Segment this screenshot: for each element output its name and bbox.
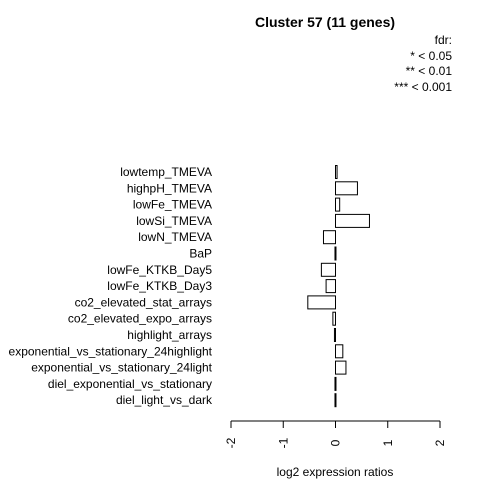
bar (325, 279, 337, 294)
chart-title: Cluster 57 (11 genes) (254, 14, 396, 30)
bar (334, 246, 337, 261)
bar (335, 344, 344, 359)
legend-title: fdr: (434, 33, 452, 47)
x-tick-label: 1 (381, 439, 395, 446)
bar (334, 393, 337, 408)
legend: fdr: * < 0.05 ** < 0.01 *** < 0.001 (394, 33, 452, 95)
x-tick-label: -1 (276, 437, 290, 448)
category-label: exponential_vs_stationary_24light (31, 361, 212, 375)
category-label: diel_light_vs_dark (116, 393, 213, 407)
category-label: lowSi_TMEVA (136, 214, 212, 228)
category-label: lowN_TMEVA (138, 230, 212, 244)
bar (334, 376, 337, 391)
x-tick-label: 0 (329, 439, 343, 446)
category-label: highlight_arrays (127, 328, 212, 342)
category-label: BaP (189, 247, 212, 261)
category-label: co2_elevated_expo_arrays (68, 312, 212, 326)
x-tick-label: 2 (433, 439, 447, 446)
bar (335, 165, 338, 179)
x-tick-label: -2 (224, 437, 238, 448)
bar (320, 262, 336, 277)
category-label: lowFe_KTKB_Day3 (107, 279, 212, 293)
legend-item-fdr-001: ** < 0.01 (405, 64, 452, 78)
bar (335, 213, 370, 228)
bar (335, 360, 347, 375)
bar (322, 230, 337, 245)
x-axis-label: log2 expression ratios (276, 465, 394, 479)
category-label: exponential_vs_stationary_24highlight (9, 344, 213, 358)
bar (332, 311, 337, 326)
category-label: diel_exponential_vs_stationary (48, 377, 212, 391)
bar (333, 328, 336, 342)
legend-item-fdr-005: * < 0.05 (410, 48, 452, 63)
category-label: lowFe_KTKB_Day5 (107, 263, 212, 277)
bar (335, 197, 341, 212)
category-label: lowFe_TMEVA (133, 198, 212, 212)
bar (307, 295, 336, 310)
category-label: lowtemp_TMEVA (120, 165, 212, 179)
category-label: co2_elevated_stat_arrays (75, 295, 212, 309)
category-label: highpH_TMEVA (127, 181, 212, 195)
bar (335, 181, 358, 196)
legend-item-fdr-0001: *** < 0.001 (394, 79, 452, 94)
